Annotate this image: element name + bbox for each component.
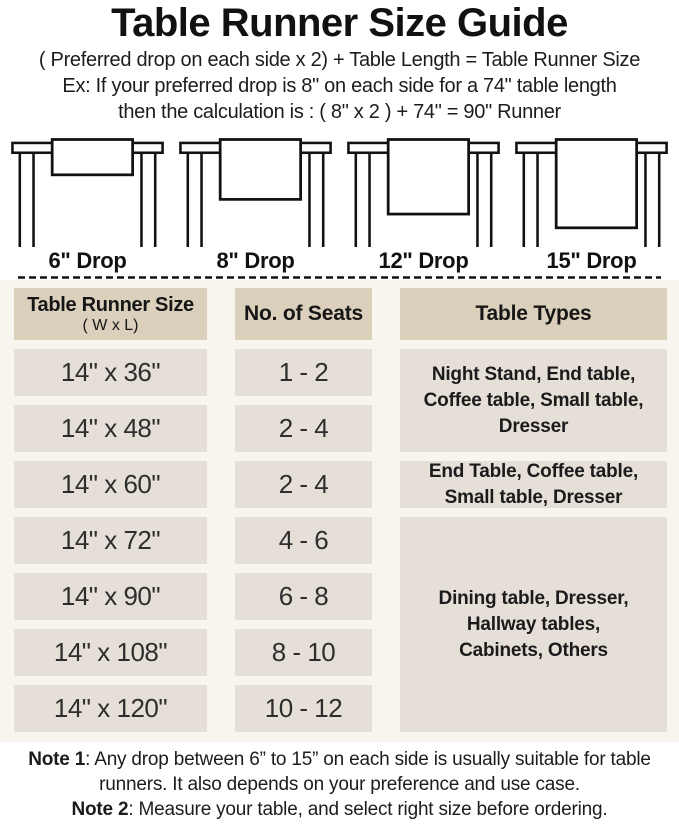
page-title: Table Runner Size Guide	[111, 1, 568, 45]
table-diagram-icon	[347, 138, 500, 248]
note-2: Note 2: Measure your table, and select r…	[71, 799, 608, 821]
drop-label: 15" Drop	[546, 248, 637, 274]
drop-label: 12" Drop	[378, 248, 469, 274]
header-seats: No. of Seats	[235, 288, 372, 341]
drop-illustration-8: 8" Drop	[177, 137, 334, 275]
size-table: Table Runner Size ( W x L) No. of Seats …	[0, 280, 679, 743]
runner-shape	[50, 138, 135, 177]
header-runner-size-subtitle: ( W x L)	[82, 316, 139, 334]
seats-cell: 2 - 4	[235, 405, 372, 453]
size-cell: 14" x 108"	[14, 629, 207, 677]
seats-cell: 8 - 10	[235, 629, 372, 677]
seats-cell: 6 - 8	[235, 573, 372, 621]
drop-illustration-6: 6" Drop	[9, 137, 166, 275]
drop-illustration-12: 12" Drop	[345, 137, 502, 275]
drop-label: 8" Drop	[216, 248, 295, 274]
example-line-1: Ex: If your preferred drop is 8" on each…	[62, 75, 617, 98]
table-types-group-medium: End Table, Coffee table, Small table, Dr…	[400, 461, 667, 509]
note-1: Note 1: Any drop between 6” to 15” on ea…	[28, 749, 651, 796]
drop-illustrations: 6" Drop 8" Drop 12" Drop 1	[0, 137, 679, 275]
formula-line: ( Preferred drop on each side x 2) + Tab…	[38, 49, 641, 72]
runner-shape	[218, 138, 303, 201]
size-cell: 14" x 48"	[14, 405, 207, 453]
size-cell: 14" x 90"	[14, 573, 207, 621]
table-diagram-icon	[179, 138, 332, 248]
drop-illustration-15: 15" Drop	[513, 137, 670, 275]
size-cell: 14" x 60"	[14, 461, 207, 509]
table-types-group-small: Night Stand, End table, Coffee table, Sm…	[400, 349, 667, 453]
table-diagram-icon	[11, 138, 164, 248]
runner-shape	[386, 138, 471, 216]
runner-shape	[554, 138, 639, 230]
notes: Note 1: Any drop between 6” to 15” on ea…	[0, 747, 679, 822]
size-cell: 14" x 120"	[14, 685, 207, 733]
example-line-2: then the calculation is : ( 8" x 2 ) + 7…	[118, 101, 561, 124]
seats-cell: 10 - 12	[235, 685, 372, 733]
table-types-group-large: Dining table, Dresser, Hallway tables, C…	[400, 517, 667, 733]
header-runner-size-title: Table Runner Size	[27, 293, 194, 316]
table-diagram-icon	[515, 138, 668, 248]
header-runner-size: Table Runner Size ( W x L)	[14, 288, 207, 341]
dashed-divider	[18, 276, 661, 279]
seats-cell: 2 - 4	[235, 461, 372, 509]
size-cell: 14" x 72"	[14, 517, 207, 565]
size-cell: 14" x 36"	[14, 349, 207, 397]
header-table-types: Table Types	[400, 288, 667, 341]
drop-label: 6" Drop	[48, 248, 127, 274]
seats-cell: 4 - 6	[235, 517, 372, 565]
seats-cell: 1 - 2	[235, 349, 372, 397]
